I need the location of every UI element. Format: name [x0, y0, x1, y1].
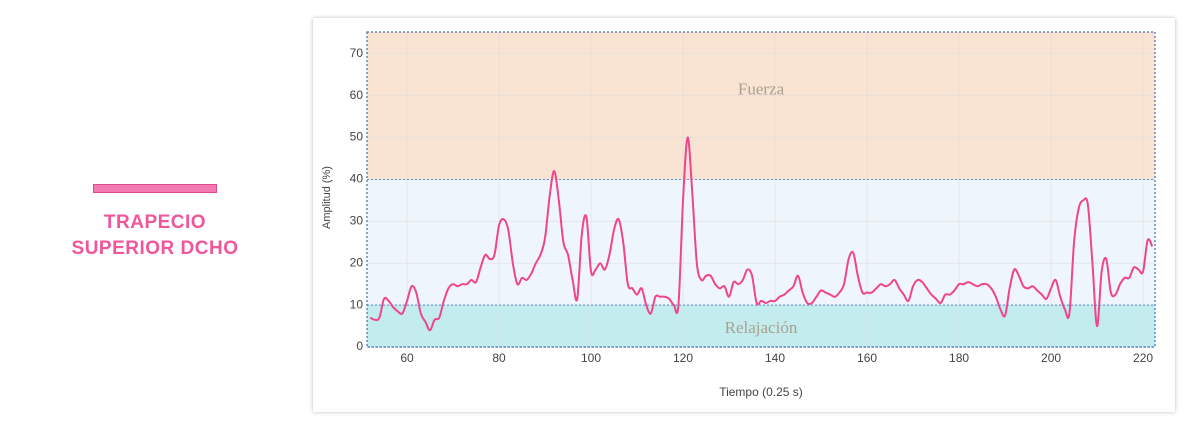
x-tick-label: 140	[765, 351, 785, 365]
chart-title: TRAPECIO SUPERIOR DCHO	[71, 212, 239, 259]
chart-card: 0 10 20 30 40 50 60 70 60 80 100 120 140 160 180 200 220…	[313, 18, 1175, 412]
y-tick-label: 50	[350, 130, 364, 144]
y-tick-label: 10	[350, 297, 364, 311]
y-tick-label: 40	[350, 172, 364, 186]
x-tick-label: 220	[1133, 351, 1153, 365]
series-line	[369, 136, 1154, 332]
y-tick-label: 0	[356, 339, 363, 353]
x-tick-label: 120	[673, 351, 693, 365]
y-tick-label: 70	[350, 46, 364, 60]
y-tick-label: 60	[350, 88, 364, 102]
chart: 0 10 20 30 40 50 60 70 60 80 100 120 140 160 180 200 220…	[321, 31, 1156, 399]
region	[367, 305, 1155, 347]
y-tick-label: 30	[350, 214, 364, 228]
region-label: Fuerza	[738, 80, 785, 99]
x-tick-label: 180	[949, 351, 969, 365]
x-tick-label: 60	[400, 351, 414, 365]
x-tick-label: 100	[581, 351, 601, 365]
region-label: Relajación	[725, 318, 798, 337]
x-tick-label: 160	[857, 351, 877, 365]
y-tick-label: 20	[350, 255, 364, 269]
title-accent	[93, 184, 217, 193]
plot-border	[366, 31, 1156, 348]
y-axis-title: Amplitud (%)	[321, 166, 333, 229]
x-axis-title: Tiempo (0.25 s)	[719, 385, 803, 399]
x-tick-label: 80	[492, 351, 506, 365]
region	[367, 179, 1155, 306]
region	[367, 32, 1155, 180]
x-tick-label: 200	[1041, 351, 1061, 365]
